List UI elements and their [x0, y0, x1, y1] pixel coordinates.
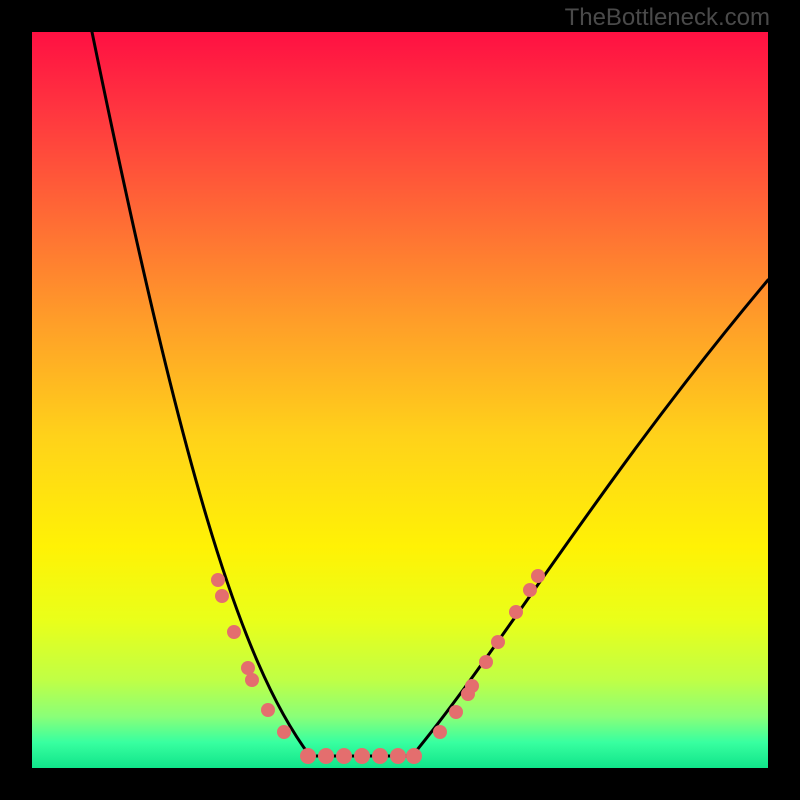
marker-dot [245, 673, 259, 687]
chart-stage: TheBottleneck.com [0, 0, 800, 800]
marker-dot [372, 748, 388, 764]
marker-dot [215, 589, 229, 603]
marker-dot [318, 748, 334, 764]
marker-dot [241, 661, 255, 675]
marker-dot [300, 748, 316, 764]
marker-dot [227, 625, 241, 639]
marker-dot [390, 748, 406, 764]
marker-dot [406, 748, 422, 764]
marker-dot [433, 725, 447, 739]
marker-dot [479, 655, 493, 669]
marker-dot [531, 569, 545, 583]
watermark-text: TheBottleneck.com [565, 4, 770, 32]
marker-dot [277, 725, 291, 739]
marker-dot [449, 705, 463, 719]
marker-dot [336, 748, 352, 764]
chart-svg [0, 0, 800, 800]
marker-dot [509, 605, 523, 619]
marker-dot [211, 573, 225, 587]
marker-dot [491, 635, 505, 649]
plot-area [32, 32, 768, 768]
marker-dot [261, 703, 275, 717]
marker-dot [523, 583, 537, 597]
marker-dot [465, 679, 479, 693]
marker-dot [354, 748, 370, 764]
